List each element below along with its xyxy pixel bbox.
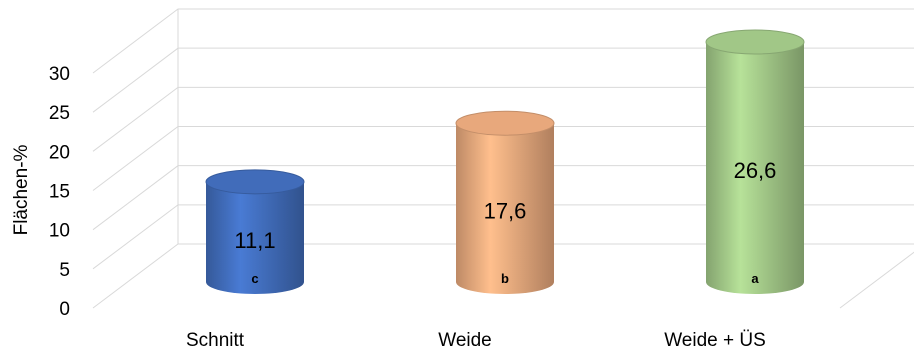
x-tick-label: Weide + ÜS <box>664 330 766 351</box>
y-tick-label: 20 <box>49 142 70 163</box>
bar-top <box>455 110 555 136</box>
y-tick-label: 15 <box>49 182 70 203</box>
data-label: 11,1 <box>234 228 275 253</box>
x-tick-label: Weide <box>438 330 492 351</box>
significance-letter: c <box>251 271 258 286</box>
y-tick-label: 30 <box>49 64 70 85</box>
data-label: 26,6 <box>734 158 777 183</box>
bar-top <box>205 169 305 195</box>
y-tick-label: 25 <box>49 103 70 124</box>
y-tick-label: 0 <box>59 299 70 320</box>
y-tick-label: 5 <box>59 260 70 281</box>
x-tick-label: Schnitt <box>186 330 245 351</box>
data-label: 17,6 <box>484 199 527 224</box>
x-axis: Schnitt Weide Weide + ÜS <box>186 330 766 351</box>
y-axis-label: Flächen-% <box>11 144 32 235</box>
significance-letter: a <box>751 271 759 286</box>
bars: 11,1 c 17,6 b 26,6 a <box>205 29 805 294</box>
significance-letter: b <box>501 271 509 286</box>
y-tick-label: 10 <box>49 221 70 242</box>
bar-weide <box>456 123 554 294</box>
bar-weide-s <box>706 41 804 294</box>
grid <box>92 8 914 309</box>
y-axis: 0 5 10 15 20 25 30 <box>49 64 70 320</box>
bar-schnitt <box>206 181 304 294</box>
bar-top <box>705 29 805 55</box>
